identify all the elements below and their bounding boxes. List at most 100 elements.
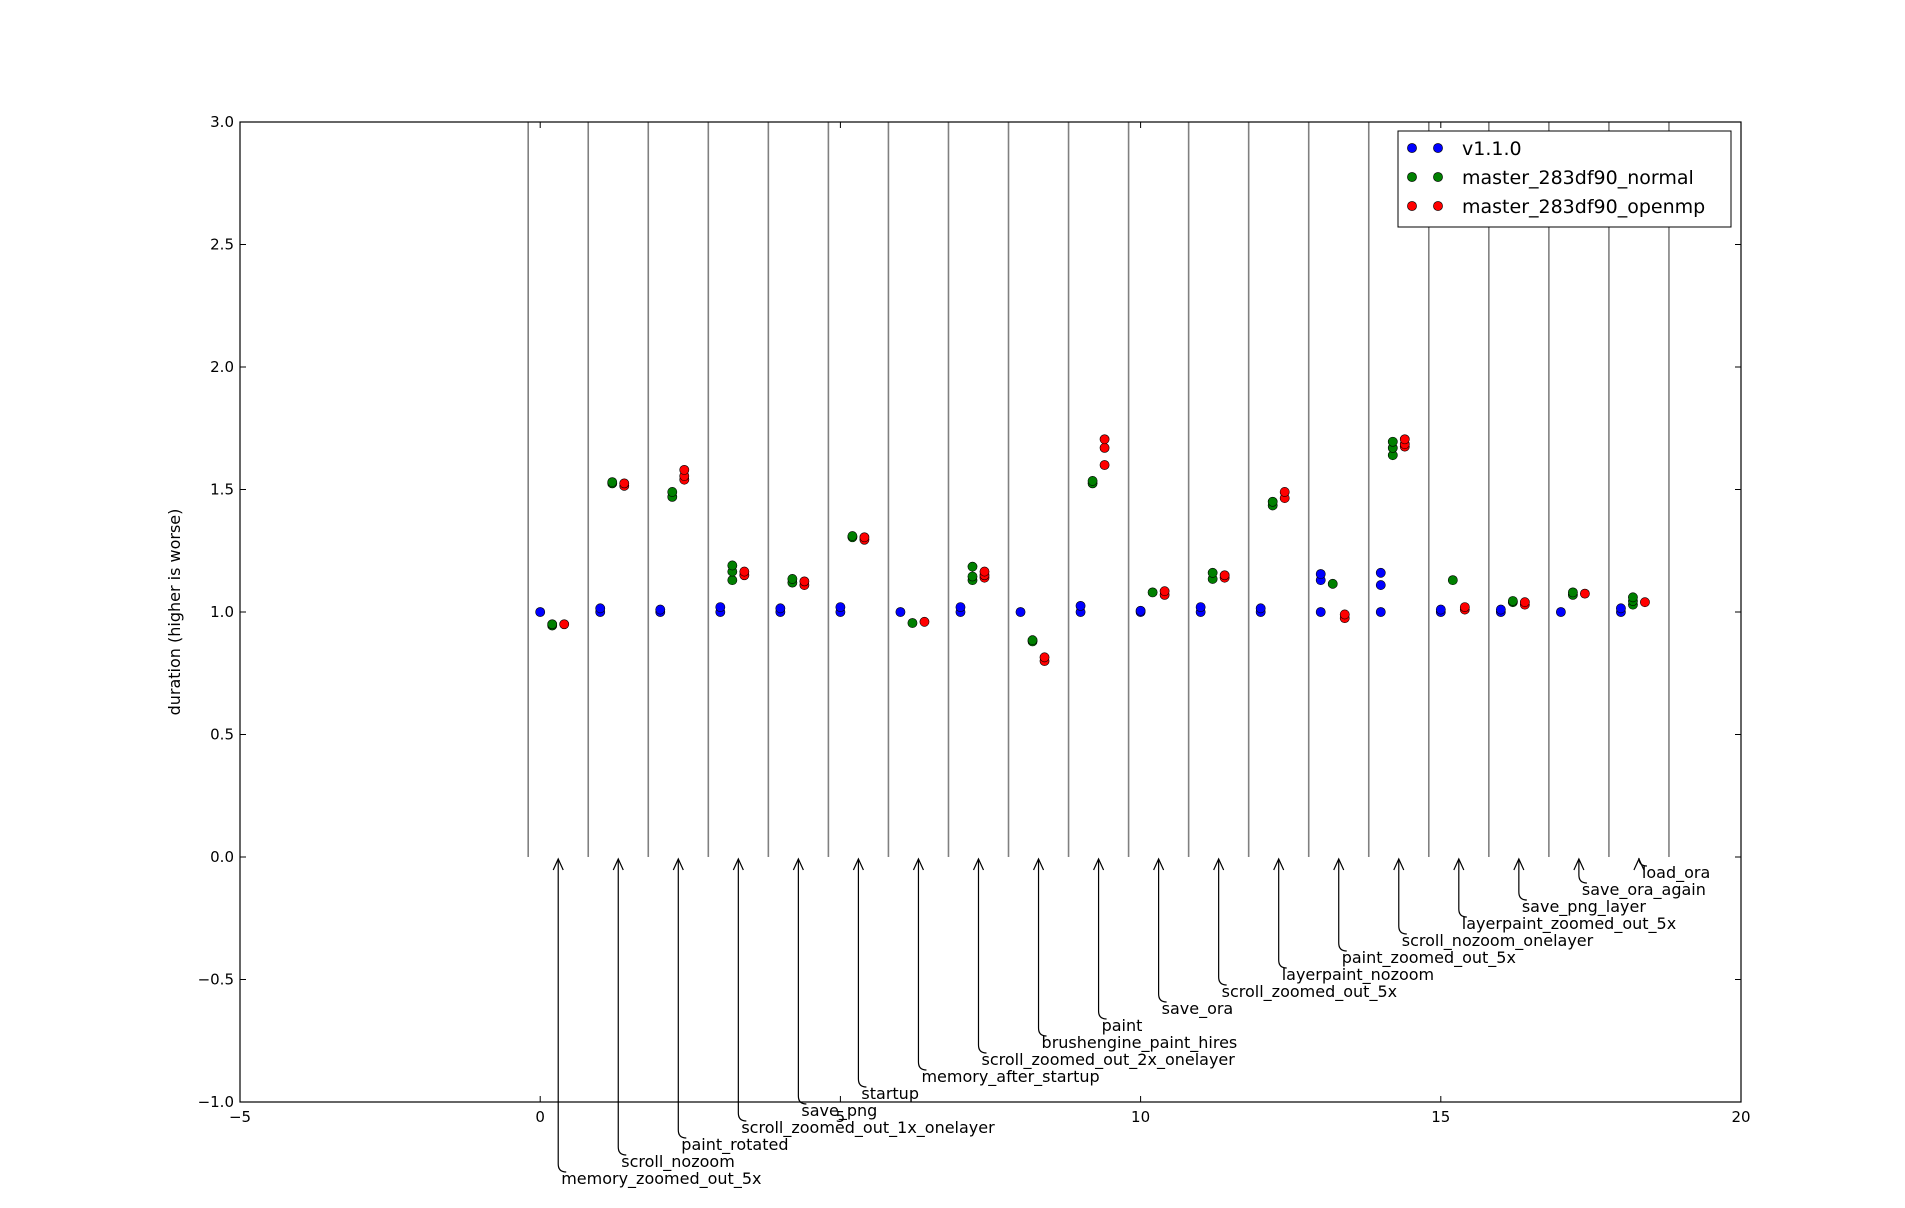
annotation: save_ora [1153, 857, 1233, 1019]
annotation-arrow [797, 859, 807, 1105]
annotation-arrow [857, 859, 867, 1088]
data-point [955, 602, 966, 612]
y-tick-label: −0.5 [198, 971, 234, 989]
x-tick-label: 10 [1131, 1108, 1150, 1126]
legend-marker [1433, 143, 1443, 153]
legend-marker [1407, 172, 1417, 182]
y-tick-label: 2.5 [210, 236, 234, 254]
annotation-arrowhead [1153, 857, 1165, 871]
data-point [919, 616, 930, 627]
data-point [1387, 436, 1398, 447]
data-point [1135, 605, 1146, 616]
data-point [967, 561, 978, 572]
data-point [1255, 603, 1266, 614]
data-point [535, 607, 546, 617]
annotation-arrow [1518, 859, 1527, 901]
data-point [847, 531, 858, 541]
annotation: scroll_zoomed_out_2x_onelayer [972, 857, 1235, 1070]
annotation-arrowhead [1633, 857, 1645, 871]
data-point [787, 574, 798, 584]
data-point [775, 603, 786, 614]
data-point [739, 566, 750, 577]
data-point [1159, 586, 1170, 597]
annotation-arrowhead [552, 857, 564, 871]
annotation-arrow [1398, 859, 1407, 935]
annotation-arrowhead [852, 857, 864, 871]
data-point [1507, 596, 1518, 606]
data-point [1435, 604, 1446, 615]
annotation-arrowhead [1333, 857, 1345, 871]
annotation-arrow [617, 859, 627, 1156]
legend: v1.1.0 master_283df90_normal master_283df9… [1397, 130, 1732, 228]
annotation-arrowhead [732, 857, 744, 871]
x-tick-label: 15 [1431, 1108, 1450, 1126]
annotation-arrow [677, 859, 687, 1139]
annotation-arrowhead [792, 857, 804, 871]
data-point [1447, 575, 1458, 586]
y-tick-label: 1.5 [210, 481, 234, 499]
annotation-label: layerpaint_nozoom [1282, 965, 1434, 985]
legend-marker [1407, 143, 1417, 153]
data-point [967, 571, 978, 582]
data-point [727, 560, 738, 571]
annotations: memory_zoomed_out_5xscroll_nozoompaint_r… [552, 857, 1710, 1189]
data-point [1099, 460, 1110, 470]
annotation-label: brushengine_paint_hires [1042, 1033, 1238, 1053]
legend-label: master_283df90_normal [1462, 167, 1694, 189]
annotation-arrow [917, 859, 927, 1071]
data-points [535, 434, 1650, 666]
annotation-arrowhead [1213, 857, 1225, 871]
annotation-label: layerpaint_zoomed_out_5x [1462, 914, 1676, 934]
legend-label: v1.1.0 [1462, 138, 1522, 160]
data-point [1399, 434, 1410, 445]
y-axis-label: duration (higher is worse) [165, 509, 184, 716]
annotation: startup [852, 857, 919, 1103]
annotation-arrowhead [1393, 857, 1405, 871]
legend-marker [1433, 172, 1443, 182]
annotation-arrow [557, 859, 567, 1173]
axis-ticks: −5 0 5 10 15 20 −1.0 −0.5 0.0 0.5 1.0 1.5 2.0 2.5 3.0 [198, 113, 1751, 1126]
data-point [1015, 607, 1026, 617]
annotation-label: save_ora_again [1582, 880, 1706, 900]
data-point [607, 477, 618, 488]
data-point [715, 602, 726, 612]
annotation-label: startup [861, 1084, 919, 1103]
legend-marker [1433, 201, 1443, 211]
data-point [907, 618, 918, 628]
y-tick-label: 1.0 [210, 603, 234, 621]
annotation-label: scroll_zoomed_out_1x_onelayer [741, 1118, 995, 1138]
annotation-arrowhead [1453, 857, 1465, 871]
data-point [655, 604, 666, 615]
y-tick-label: 2.0 [210, 358, 234, 376]
annotation-label: scroll_zoomed_out_5x [1222, 982, 1397, 1002]
data-point [1315, 607, 1326, 617]
annotation-label: scroll_zoomed_out_2x_onelayer [981, 1050, 1235, 1070]
x-tick-label: 20 [1731, 1108, 1750, 1126]
annotation-arrowhead [672, 857, 684, 871]
data-point [1219, 570, 1230, 581]
annotation-arrowhead [912, 857, 924, 871]
x-tick-label: 5 [836, 1108, 846, 1126]
annotation-arrow [1097, 859, 1107, 1020]
data-point [1087, 476, 1098, 486]
data-point [1195, 602, 1206, 612]
data-point [1039, 652, 1050, 663]
annotation-arrow [1578, 859, 1587, 884]
y-tick-label: 0.5 [210, 726, 234, 744]
annotation-arrow [1458, 859, 1467, 918]
data-point [1075, 600, 1086, 611]
data-point [1267, 496, 1278, 507]
data-point [1640, 597, 1650, 608]
separator-lines [527, 122, 1670, 857]
annotation: brushengine_paint_hires [1032, 857, 1238, 1053]
series-v1.1.0 [535, 567, 1626, 617]
annotation: scroll_nozoom_onelayer [1393, 857, 1594, 951]
annotation-label: scroll_nozoom [621, 1152, 735, 1172]
annotation-arrow [1158, 859, 1167, 1003]
annotation-label: save_png [801, 1101, 877, 1121]
annotation-arrow [977, 859, 987, 1054]
annotation-arrowhead [1032, 857, 1045, 871]
data-point [1616, 603, 1626, 614]
annotation: paint_zoomed_out_5x [1333, 857, 1516, 968]
data-point [667, 487, 678, 497]
